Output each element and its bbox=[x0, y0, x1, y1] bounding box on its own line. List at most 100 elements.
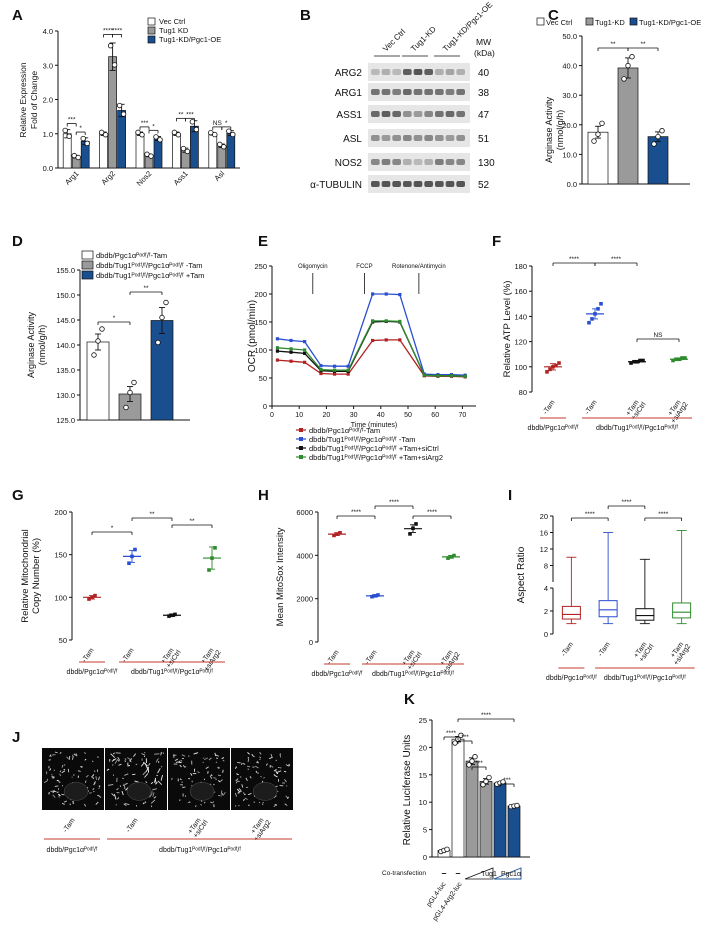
panel-a-data-point bbox=[111, 62, 118, 68]
panel-j-mitochondria-mark bbox=[220, 790, 223, 795]
panel-j-mitochondria-mark bbox=[220, 779, 223, 782]
panel-d-data-point bbox=[127, 389, 133, 396]
panel-g-data-point bbox=[133, 547, 137, 552]
panel-j-mitochondria-mark bbox=[124, 773, 129, 776]
panel-b-band bbox=[456, 69, 465, 75]
panel-j-mitochondria-mark bbox=[143, 801, 146, 804]
panel-e-data-point bbox=[289, 347, 293, 351]
panel-a-data-point bbox=[180, 145, 187, 152]
panel-j-mitochondria-mark bbox=[269, 765, 272, 767]
panel-j-mitochondria-mark bbox=[95, 801, 99, 805]
panel-b-band bbox=[413, 135, 423, 141]
panel-a-letter: A bbox=[12, 7, 23, 24]
panel-k-data-point bbox=[483, 778, 489, 785]
panel-j-mitochondria-mark bbox=[234, 792, 238, 797]
panel-j-mitochondria-mark bbox=[242, 792, 245, 794]
panel-j-mitochondria-mark bbox=[66, 756, 69, 759]
panel-h-sig-label: **** bbox=[389, 499, 400, 506]
panel-k-cotransfection-dash: – bbox=[441, 868, 446, 878]
panel-k-sig-label: *** bbox=[475, 760, 483, 767]
panel-g-ylabel: Copy Number (%) bbox=[31, 538, 42, 614]
panel-e-data-point bbox=[319, 371, 323, 376]
panel-a-bar bbox=[153, 138, 163, 169]
panel-j-mitochondria-mark bbox=[234, 766, 237, 769]
panel-j-mitochondria-mark bbox=[174, 758, 179, 761]
panel-b-band bbox=[456, 159, 465, 165]
panel-j-mitochondria-mark bbox=[210, 801, 213, 804]
panel-j-mitochondria-mark bbox=[63, 764, 66, 766]
panel-j-mitochondria-mark bbox=[256, 760, 259, 763]
panel-i-box bbox=[635, 608, 655, 621]
panel-i-box bbox=[561, 605, 581, 620]
panel-j-mitochondria-mark bbox=[179, 778, 182, 781]
panel-j-mitochondria-mark bbox=[208, 757, 212, 761]
panel-b-band bbox=[371, 159, 380, 165]
panel-j-mitochondria-mark bbox=[240, 762, 243, 766]
panel-f-sig-label: **** bbox=[569, 256, 580, 263]
panel-d-y-tick-label: 150.0 bbox=[56, 291, 75, 300]
panel-k-y-tick-label: 0 bbox=[423, 853, 427, 862]
panel-b-band bbox=[445, 69, 455, 75]
panel-h-genotype-label: dbdb/Tug1ᴾᵒᵈᶠ/ᶠ/Pgc1αᴾᵒᵈᶠ/ᶠ bbox=[372, 671, 454, 678]
panel-j-mitochondria-mark bbox=[260, 776, 262, 778]
panel-j-mitochondria-mark bbox=[196, 752, 199, 754]
panel-e-letter: E bbox=[258, 233, 268, 250]
panel-j-mitochondria-mark bbox=[122, 777, 124, 780]
panel-b-band bbox=[403, 69, 412, 75]
panel-a-data-point bbox=[84, 140, 90, 147]
panel-d-data-point bbox=[131, 379, 137, 386]
panel-c-letter: C bbox=[548, 7, 559, 24]
panel-i-y-tick-label: 8 bbox=[544, 562, 548, 571]
panel-a-data-point bbox=[75, 154, 81, 161]
panel-g-sig-label: ** bbox=[189, 518, 195, 525]
panel-j-mitochondria-mark bbox=[112, 752, 115, 755]
panel-j-mitochondria-mark bbox=[247, 793, 252, 796]
panel-e-y-tick-label: 250 bbox=[254, 262, 267, 271]
panel-j-mitochondria-mark bbox=[117, 756, 121, 761]
panel-j-mitochondria-mark bbox=[123, 803, 127, 806]
panel-c-y-tick-label: 20.0 bbox=[562, 121, 577, 130]
panel-g-ylabel: Relative Mitochondrial bbox=[20, 529, 31, 622]
panel-e-data-point bbox=[319, 368, 323, 372]
panel-e-data-point bbox=[371, 338, 375, 343]
panel-j-mitochondria-mark bbox=[114, 758, 119, 764]
panel-a-sig-label: NS bbox=[213, 120, 223, 127]
panel-a-data-point bbox=[189, 119, 196, 125]
panel-a-bar bbox=[226, 132, 236, 169]
panel-j-mitochondria-mark bbox=[106, 768, 110, 771]
panel-b-band bbox=[445, 159, 455, 165]
panel-j-mitochondria-mark bbox=[204, 757, 209, 760]
panel-j-mitochondria-mark bbox=[68, 755, 71, 761]
panel-k-data-point bbox=[469, 758, 475, 764]
panel-j-nucleus bbox=[189, 782, 215, 801]
panel-b-mw-header: MW bbox=[476, 37, 491, 47]
panel-a-category-label: Arg2 bbox=[99, 169, 117, 187]
panel-j-mitochondria-mark bbox=[108, 784, 114, 786]
panel-k-y-tick-label: 10 bbox=[419, 798, 427, 807]
panel-j-mitochondria-mark bbox=[95, 776, 98, 780]
panel-j-mitochondria-mark bbox=[91, 774, 95, 777]
panel-k-sig-label: *** bbox=[503, 777, 511, 784]
panel-e-data-point bbox=[436, 374, 440, 378]
panel-j-mitochondria-mark bbox=[142, 770, 147, 776]
panel-b-band bbox=[435, 69, 444, 75]
panel-e-xlabel: Time (minutes) bbox=[351, 422, 397, 429]
panel-f-data-point bbox=[683, 356, 687, 360]
panel-i-ylabel: Aspect Ratio bbox=[516, 546, 527, 603]
panel-j-condition-label: -Tam bbox=[125, 817, 140, 834]
panel-j-mitochondria-mark bbox=[141, 753, 146, 756]
panel-a-bar bbox=[172, 133, 181, 169]
panel-j-mitochondria-mark bbox=[57, 793, 61, 797]
panel-b-band bbox=[371, 111, 380, 117]
panel-e-x-tick-label: 60 bbox=[431, 412, 439, 419]
panel-k-data-point bbox=[452, 740, 458, 746]
panel-d-y-tick-label: 130.0 bbox=[56, 391, 75, 400]
panel-c-sig-label: ** bbox=[640, 41, 646, 48]
panel-j-micrograph bbox=[168, 748, 230, 810]
panel-a-legend-swatch bbox=[147, 17, 156, 26]
panel-j-mitochondria-mark bbox=[160, 765, 163, 768]
panel-b-band bbox=[392, 181, 401, 187]
panel-b-band bbox=[381, 89, 391, 95]
panel-a-sig-label: * bbox=[79, 125, 82, 132]
